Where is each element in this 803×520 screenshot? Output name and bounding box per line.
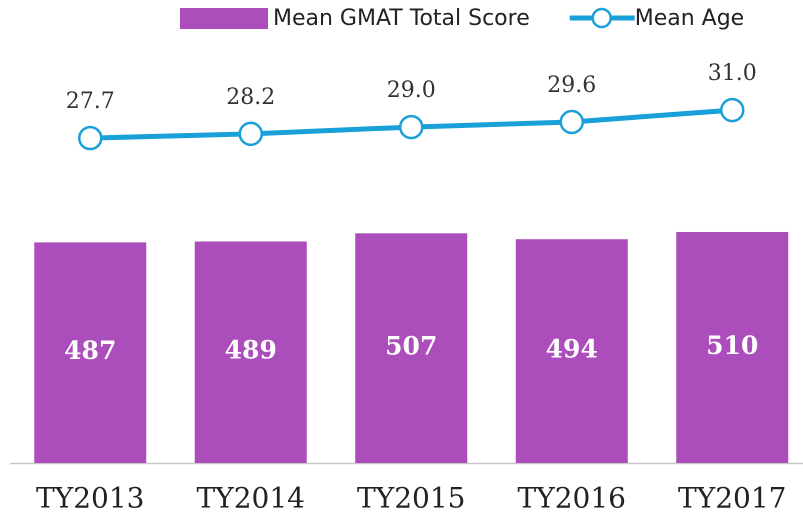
line-value-label: 29.6 xyxy=(547,73,596,98)
legend-label: Mean GMAT Total Score xyxy=(273,6,530,31)
line-point xyxy=(559,109,584,135)
bar xyxy=(194,241,307,463)
bar xyxy=(676,231,789,463)
x-tick-label: TY2017 xyxy=(678,482,786,515)
line-value-label: 31.0 xyxy=(708,61,757,86)
line-value-label: 27.7 xyxy=(66,89,115,114)
x-tick-label: TY2014 xyxy=(197,482,305,515)
x-tick-label: TY2016 xyxy=(518,482,626,515)
line-point xyxy=(78,125,103,151)
line-point xyxy=(238,121,263,147)
bar-value-label: 487 xyxy=(64,336,116,365)
line-value-label: 29.0 xyxy=(387,78,436,103)
x-tick-label: TY2015 xyxy=(357,482,465,515)
bar-value-label: 494 xyxy=(546,335,598,364)
bar xyxy=(515,239,628,463)
bar xyxy=(355,233,468,463)
bar-value-label: 507 xyxy=(385,332,437,361)
bar-value-label: 510 xyxy=(706,331,758,360)
bar xyxy=(34,242,147,463)
legend-swatch xyxy=(180,8,268,29)
legend-label: Mean Age xyxy=(635,6,744,31)
line-point xyxy=(399,114,424,140)
x-tick-label: TY2013 xyxy=(36,482,144,515)
bar-value-label: 489 xyxy=(225,336,277,365)
line-value-label: 28.2 xyxy=(226,85,275,110)
legend-marker xyxy=(591,7,612,29)
line-point xyxy=(720,97,745,123)
